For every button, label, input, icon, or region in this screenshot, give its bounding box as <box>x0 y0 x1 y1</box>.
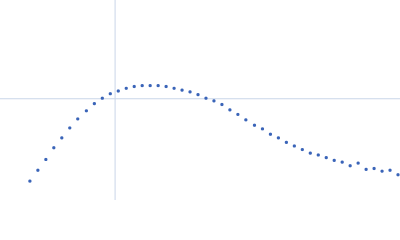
point <box>60 136 64 140</box>
point <box>388 168 392 172</box>
point <box>108 92 112 96</box>
point <box>156 83 160 88</box>
point <box>228 108 232 112</box>
point <box>284 140 288 144</box>
point <box>268 132 273 136</box>
point <box>116 89 120 93</box>
point <box>364 167 368 171</box>
point <box>244 118 248 122</box>
point <box>332 158 336 162</box>
point <box>220 102 224 107</box>
point <box>28 179 32 183</box>
point <box>148 83 152 88</box>
point <box>292 144 296 148</box>
chart <box>0 0 400 200</box>
point <box>140 83 144 88</box>
point <box>396 173 400 177</box>
point <box>180 88 184 92</box>
point <box>92 102 96 106</box>
point <box>260 127 265 131</box>
point <box>84 109 88 113</box>
point <box>324 156 328 160</box>
point <box>316 153 320 157</box>
point <box>340 160 344 164</box>
point <box>252 123 257 127</box>
point <box>380 169 384 173</box>
point <box>356 161 360 165</box>
point <box>204 96 208 100</box>
point <box>172 86 176 90</box>
point <box>36 168 40 172</box>
point <box>188 90 192 94</box>
point <box>236 112 240 117</box>
point <box>52 146 56 150</box>
point <box>276 136 281 140</box>
point <box>100 96 104 100</box>
point <box>308 151 312 155</box>
point <box>196 92 200 97</box>
point <box>132 84 136 89</box>
point <box>44 157 48 162</box>
point <box>124 86 128 90</box>
point <box>164 84 168 89</box>
point <box>372 166 376 171</box>
point <box>212 99 216 103</box>
point <box>76 117 80 121</box>
point <box>300 147 304 152</box>
point <box>348 164 352 168</box>
point <box>68 126 72 130</box>
